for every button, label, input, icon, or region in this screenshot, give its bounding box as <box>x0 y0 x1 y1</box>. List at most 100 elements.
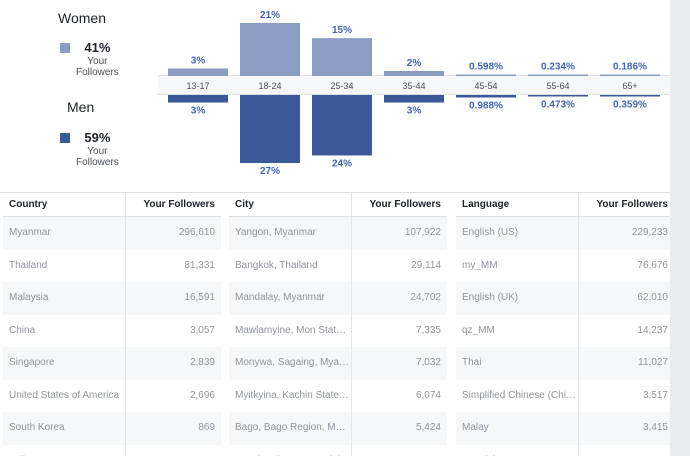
women-data-label: 0.598% <box>469 61 503 72</box>
row-name: Mawlamyine, Mon Stat… <box>235 324 347 336</box>
country-followers-header[interactable]: Your Followers <box>125 193 221 216</box>
row-value: 3,517 <box>578 379 674 412</box>
women-bar[interactable] <box>528 74 588 77</box>
women-data-label: 3% <box>191 55 206 66</box>
country-table: Country Your Followers Myanmar 296,610 Tha… <box>3 193 221 456</box>
women-swatch <box>60 43 70 53</box>
table-row: Bago, Bago Region, M… 5,424 <box>229 412 447 445</box>
men-bar[interactable] <box>168 95 228 103</box>
age-tick-label: 45-54 <box>474 81 498 91</box>
women-bar[interactable] <box>384 70 444 76</box>
women-bar[interactable] <box>600 74 660 77</box>
men-data-label: 27% <box>260 166 280 177</box>
men-swatch <box>60 133 70 143</box>
row-value: 76,676 <box>578 249 674 282</box>
age-tick-label: 35-44 <box>402 81 426 91</box>
men-bar[interactable] <box>384 95 444 103</box>
table-row: China 3,057 <box>3 314 221 347</box>
women-bar[interactable] <box>240 23 300 76</box>
table-row: Malay 3,415 <box>456 412 674 445</box>
row-name: Spanish <box>456 445 578 456</box>
row-name: English (US) <box>462 227 519 238</box>
table-row: Myanmar 296,610 <box>3 217 221 250</box>
table-row: Bangkok, Thailand 29,114 <box>229 249 447 282</box>
men-data-label: 0.473% <box>541 100 575 111</box>
language-table: Language Your Followers English (US) 229,… <box>456 193 674 456</box>
row-value: 3,415 <box>578 412 674 445</box>
city-table-header: City Your Followers <box>229 193 447 217</box>
row-name: China <box>9 324 36 336</box>
language-followers-header[interactable]: Your Followers <box>578 193 674 216</box>
country-table-header: Country Your Followers <box>3 193 221 217</box>
women-percent-sub1: Your <box>87 56 108 67</box>
men-bar[interactable] <box>312 95 372 156</box>
row-name: Malaysia <box>9 292 49 303</box>
table-row: Simplified Chinese (Chi… 3,517 <box>456 379 674 412</box>
men-percent-sub1: Your <box>87 146 108 157</box>
women-bar[interactable] <box>168 68 228 76</box>
row-name: Mandalay, Myanmar <box>235 292 325 303</box>
men-bar[interactable] <box>240 95 300 163</box>
row-value: 5,393 <box>351 444 447 456</box>
men-bar[interactable] <box>456 95 516 98</box>
row-name: Kyaukpadaung, Mandal… <box>229 445 351 456</box>
table-row: Mandalay, Myanmar 24,702 <box>229 282 447 315</box>
row-value: 7,335 <box>351 314 447 347</box>
table-row: qz_MM 14,237 <box>456 314 674 347</box>
row-name: Yangon, Myanmar <box>235 227 316 238</box>
country-table-body: Myanmar 296,610 Thailand 81,331 Malaysia 16,5… <box>3 217 221 456</box>
row-name: my_MM <box>462 259 498 271</box>
table-row: Yangon, Myanmar 107,922 <box>229 217 447 250</box>
row-value: 3,057 <box>125 314 221 347</box>
women-data-label: 0.234% <box>541 62 575 73</box>
row-value: 81,331 <box>125 249 221 282</box>
age-tick-label: 25-34 <box>330 81 354 91</box>
men-percent-sub2: Followers <box>76 157 119 168</box>
row-value: 869 <box>125 412 221 445</box>
language-header[interactable]: Language <box>462 199 510 210</box>
men-bar[interactable] <box>600 95 660 97</box>
row-name: Myanmar <box>9 227 51 238</box>
gender-legend: Women 41% Your Followers Men 59% Your Fo… <box>0 0 160 192</box>
city-header[interactable]: City <box>235 199 254 210</box>
row-name: Thai <box>462 357 482 368</box>
women-data-label: 21% <box>260 10 280 21</box>
row-value: 7,032 <box>351 347 447 380</box>
row-value: 2,696 <box>125 379 221 412</box>
row-name: Monywa, Sagaing, Mya… <box>235 357 349 368</box>
table-row: Thailand 81,331 <box>3 249 221 282</box>
table-row: United States of America 2,696 <box>3 379 221 412</box>
city-table: City Your Followers Yangon, Myanmar 107,9… <box>229 193 447 456</box>
men-legend-title: Men <box>67 99 95 115</box>
country-header[interactable]: Country <box>9 199 48 210</box>
table-row: English (US) 229,233 <box>456 217 674 250</box>
table-row: Monywa, Sagaing, Mya… 7,032 <box>229 347 447 380</box>
men-data-label: 0.359% <box>613 100 647 111</box>
row-name: United States of America <box>9 389 120 401</box>
row-value: 16,591 <box>125 282 221 315</box>
age-tick-label: 55-64 <box>546 81 570 91</box>
men-percent: 59% <box>84 130 111 145</box>
row-value: 6,074 <box>351 379 447 412</box>
row-name: Simplified Chinese (Chi… <box>462 389 576 401</box>
table-row: my_MM 76,676 <box>456 249 674 282</box>
row-value: 849 <box>125 444 221 456</box>
age-tick-label: 18-24 <box>258 81 282 91</box>
row-name: India <box>3 445 125 456</box>
table-row: Spanish2,840 <box>456 444 674 456</box>
city-followers-header[interactable]: Your Followers <box>351 193 447 216</box>
row-name: Singapore <box>9 357 55 368</box>
women-legend-title: Women <box>58 10 106 26</box>
women-percent-sub2: Followers <box>76 67 119 78</box>
table-row: India849 <box>3 444 221 456</box>
table-row: Mawlamyine, Mon Stat… 7,335 <box>229 314 447 347</box>
row-name: English (UK) <box>462 292 519 303</box>
women-bar[interactable] <box>312 38 372 76</box>
men-data-label: 24% <box>332 158 352 169</box>
men-bar[interactable] <box>528 95 588 97</box>
row-value: 62,010 <box>578 282 674 315</box>
men-data-label: 0.988% <box>469 100 503 111</box>
women-data-label: 2% <box>407 58 422 69</box>
row-value: 2,839 <box>125 347 221 380</box>
women-bar[interactable] <box>456 74 516 76</box>
